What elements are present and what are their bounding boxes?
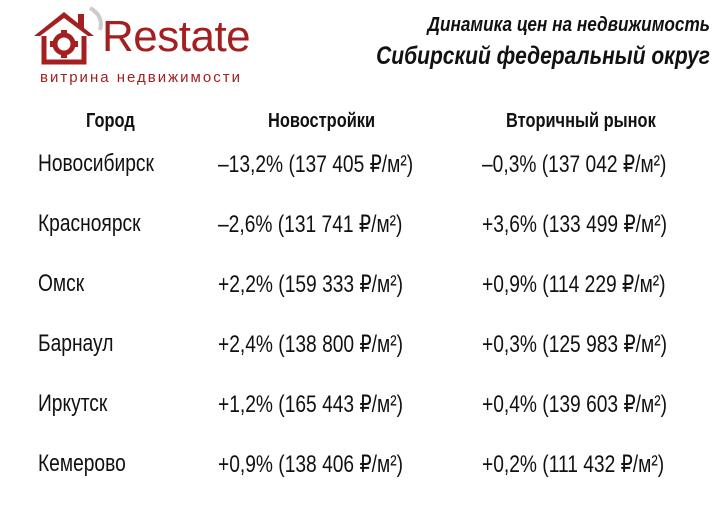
logo-tagline: витрина недвижимости [40,69,242,86]
secondary-market-value: +0,4% (139 603 ₽/м²) [482,391,667,418]
city-name: Омск [38,270,85,297]
header-new-buildings: Новостройки [268,110,376,132]
restate-logo: Restate витрина недвижимости [30,6,290,90]
new-buildings-value: +1,2% (165 443 ₽/м²) [218,391,403,418]
city-name: Барнаул [38,330,114,357]
secondary-market-value: +0,2% (111 432 ₽/м²) [482,451,665,478]
secondary-market-value: +3,6% (133 499 ₽/м²) [482,211,667,238]
new-buildings-value: +0,9% (138 406 ₽/м²) [218,451,403,478]
header-city: Город [86,110,135,132]
secondary-market-value: +0,3% (125 983 ₽/м²) [482,331,667,358]
title-line-1: Динамика цен на недвижимость [427,14,710,36]
logo-brand: Restate [102,12,251,61]
house-gear-logo-icon [34,6,103,65]
city-name: Новосибирск [38,150,154,177]
new-buildings-value: –2,6% (131 741 ₽/м²) [218,211,403,238]
city-name: Иркутск [38,390,108,417]
city-name: Красноярск [38,210,141,237]
city-name: Кемерово [38,450,126,477]
table-row: Кемерово +0,9% (138 406 ₽/м²) +0,2% (111… [0,450,728,510]
price-table: Город Новостройки Вторичный рынок Новоси… [0,110,728,510]
new-buildings-value: –13,2% (137 405 ₽/м²) [218,151,414,178]
secondary-market-value: +0,9% (114 229 ₽/м²) [482,271,666,298]
table-header: Город Новостройки Вторичный рынок [0,110,728,150]
secondary-market-value: –0,3% (137 042 ₽/м²) [482,151,667,178]
new-buildings-value: +2,4% (138 800 ₽/м²) [218,331,403,358]
new-buildings-value: +2,2% (159 333 ₽/м²) [218,271,403,298]
table-row: Барнаул +2,4% (138 800 ₽/м²) +0,3% (125 … [0,330,728,390]
page-title: Динамика цен на недвижимость Сибирский ф… [290,10,710,72]
table-row: Иркутск +1,2% (165 443 ₽/м²) +0,4% (139 … [0,390,728,450]
title-line-2: Сибирский федеральный округ [376,42,710,70]
header-secondary-market: Вторичный рынок [506,110,656,132]
table-row: Новосибирск –13,2% (137 405 ₽/м²) –0,3% … [0,150,728,210]
table-row: Омск +2,2% (159 333 ₽/м²) +0,9% (114 229… [0,270,728,330]
table-row: Красноярск –2,6% (131 741 ₽/м²) +3,6% (1… [0,210,728,270]
